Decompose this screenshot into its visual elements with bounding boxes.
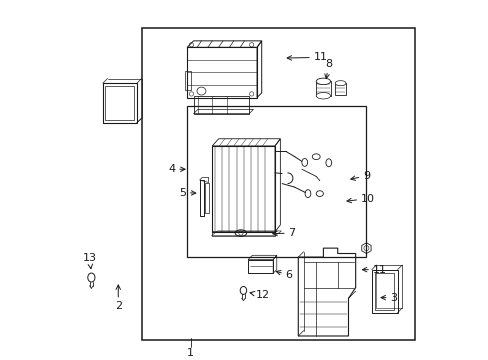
Text: 4: 4 (168, 164, 184, 174)
Bar (193, 96, 249, 114)
Ellipse shape (316, 93, 330, 99)
Bar (105, 86, 134, 120)
Text: 12: 12 (249, 291, 269, 301)
Text: 6: 6 (276, 270, 292, 280)
Bar (187, 47, 257, 98)
Bar (374, 273, 394, 310)
Text: 5: 5 (179, 188, 195, 198)
Text: 10: 10 (346, 194, 374, 204)
Text: 8: 8 (324, 59, 332, 78)
Text: 13: 13 (82, 253, 97, 269)
Bar (185, 71, 190, 90)
Bar (187, 107, 366, 257)
Text: 11: 11 (362, 265, 386, 275)
Text: 2: 2 (115, 285, 122, 311)
Bar (247, 260, 273, 273)
Text: 7: 7 (272, 228, 295, 238)
Text: 11: 11 (286, 52, 326, 62)
Bar (335, 83, 346, 95)
Ellipse shape (316, 78, 330, 85)
Bar (211, 231, 275, 235)
Bar (316, 81, 330, 96)
Bar (212, 146, 274, 232)
Bar (371, 270, 397, 313)
Bar (102, 83, 137, 123)
Bar (204, 183, 208, 213)
Bar (142, 28, 414, 339)
Text: 3: 3 (380, 293, 396, 303)
Ellipse shape (335, 81, 346, 86)
Text: 9: 9 (350, 171, 369, 181)
Text: 1: 1 (187, 348, 194, 358)
Bar (199, 180, 203, 216)
